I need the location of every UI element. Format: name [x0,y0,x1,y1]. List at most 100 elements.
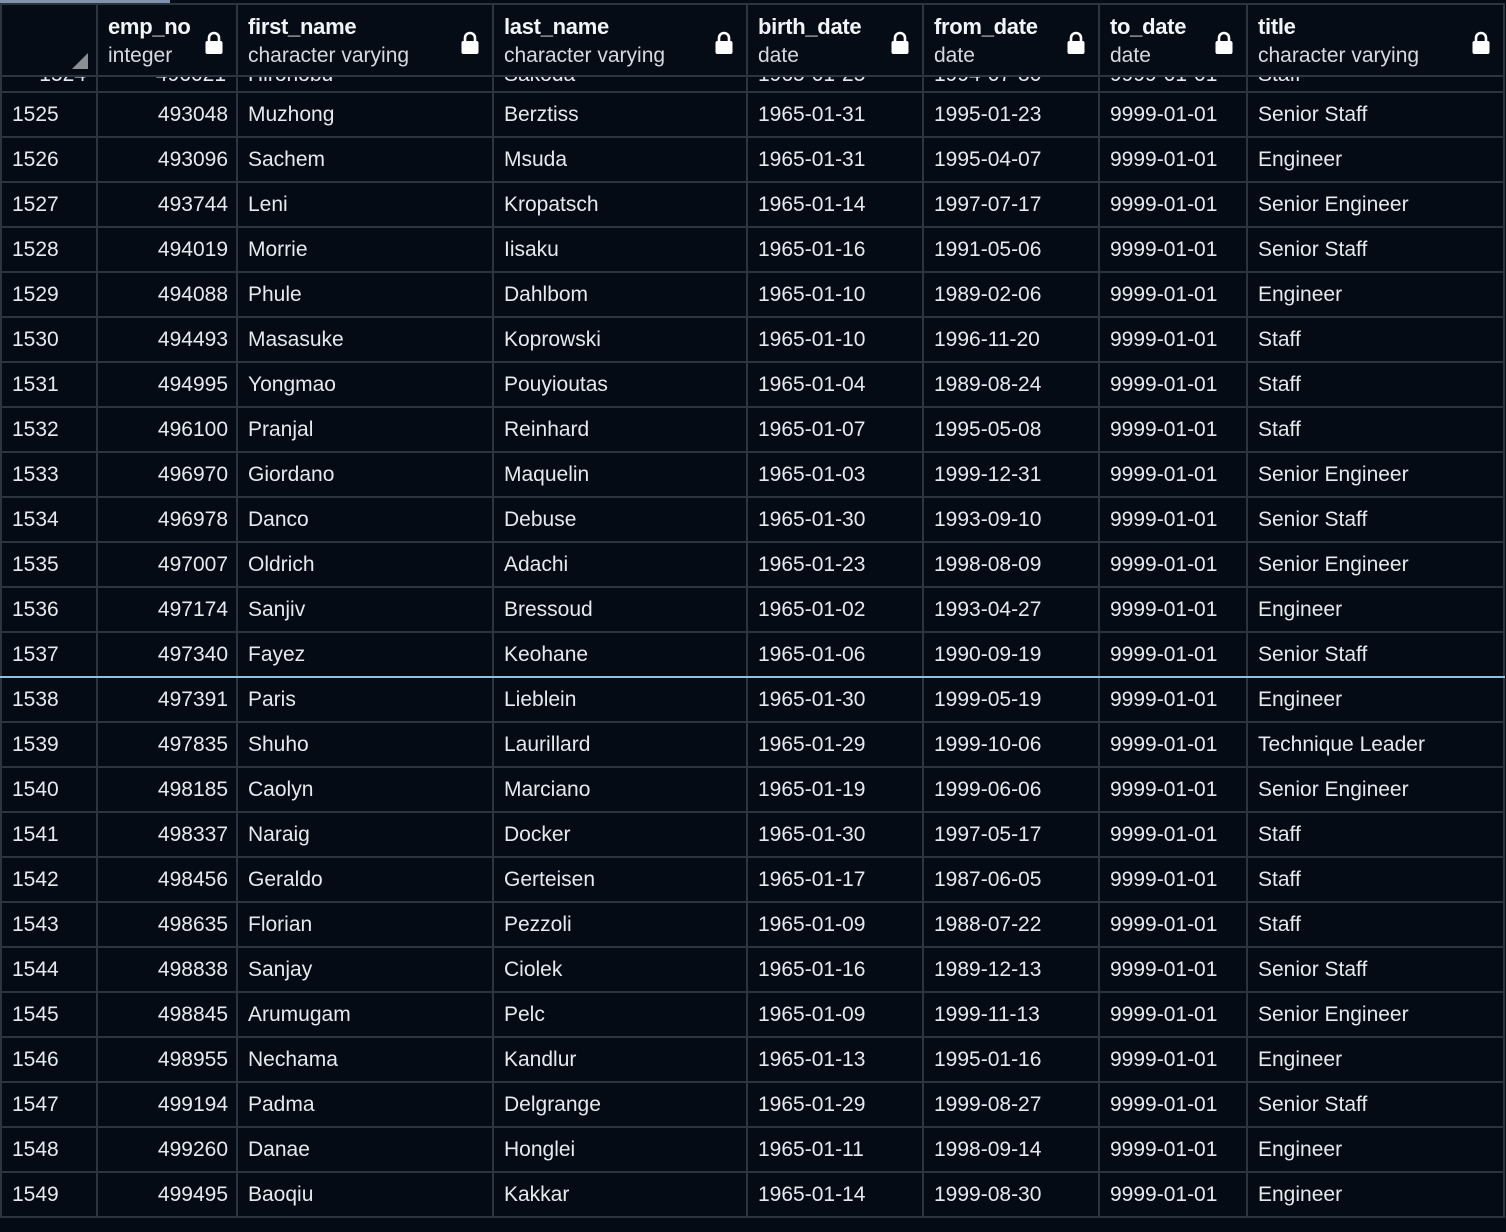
first-name-cell[interactable]: Sanjiv [236,586,494,633]
table-row[interactable]: 1536 497174 Sanjiv Bressoud 1965-01-02 1993-0… [0,586,1505,633]
row-number-cell[interactable]: 1530 [0,316,98,363]
row-number-cell[interactable]: 1527 [0,181,98,228]
title-cell[interactable]: Senior Staff [1246,91,1505,138]
title-cell[interactable]: Senior Staff [1246,496,1505,543]
last-name-cell[interactable]: Kandlur [492,1036,748,1083]
from-date-cell[interactable]: 1993-09-10 [922,496,1100,543]
first-name-cell[interactable]: Shuho [236,721,494,768]
title-cell[interactable]: Engineer [1246,586,1505,633]
emp-no-cell[interactable]: 493048 [96,91,238,138]
to-date-cell[interactable]: 9999-01-01 [1098,946,1248,993]
from-date-cell[interactable]: 1988-07-22 [922,901,1100,948]
column-header-from-date[interactable]: from_date date [922,3,1100,77]
to-date-cell[interactable]: 9999-01-01 [1098,1171,1248,1218]
first-name-cell[interactable]: Sanjay [236,946,494,993]
table-row[interactable]: 1544 498838 Sanjay Ciolek 1965-01-16 1989-12-… [0,946,1505,993]
column-header-birth-date[interactable]: birth_date date [746,3,924,77]
birth-date-cell[interactable]: 1965-01-17 [746,856,924,903]
to-date-cell[interactable]: 9999-01-01 [1098,226,1248,273]
to-date-cell[interactable]: 9999-01-01 [1098,541,1248,588]
to-date-cell[interactable]: 9999-01-01 [1098,901,1248,948]
row-number-cell[interactable]: 1545 [0,991,98,1038]
first-name-cell[interactable]: Nechama [236,1036,494,1083]
from-date-cell[interactable]: 1995-04-07 [922,136,1100,183]
emp-no-cell[interactable]: 494019 [96,226,238,273]
last-name-cell[interactable]: Reinhard [492,406,748,453]
last-name-cell[interactable]: Pezzoli [492,901,748,948]
to-date-cell[interactable]: 9999-01-01 [1098,1126,1248,1173]
last-name-cell[interactable]: Pelc [492,991,748,1038]
title-cell[interactable]: Senior Staff [1246,631,1505,678]
birth-date-cell[interactable]: 1965-01-09 [746,901,924,948]
first-name-cell[interactable]: Sachem [236,136,494,183]
birth-date-cell[interactable]: 1965-01-19 [746,766,924,813]
table-row[interactable]: 1542 498456 Geraldo Gerteisen 1965-01-17 1987… [0,856,1505,903]
first-name-cell[interactable]: Naraig [236,811,494,858]
to-date-cell[interactable]: 9999-01-01 [1098,496,1248,543]
table-row-selected[interactable]: 1537 497340 Fayez Keohane 1965-01-06 1990-09-… [0,631,1505,678]
table-row[interactable]: 1533 496970 Giordano Maquelin 1965-01-03 1999… [0,451,1505,498]
title-cell[interactable]: Technique Leader [1246,721,1505,768]
to-date-cell[interactable]: 9999-01-01 [1098,271,1248,318]
from-date-cell[interactable]: 1989-02-06 [922,271,1100,318]
from-date-cell[interactable]: 1991-05-06 [922,226,1100,273]
emp-no-cell[interactable]: 496100 [96,406,238,453]
row-number-cell[interactable]: 1537 [0,631,98,678]
data-cell[interactable]: 9999-01-01 [1098,75,1248,93]
birth-date-cell[interactable]: 1965-01-30 [746,496,924,543]
last-name-cell[interactable]: Dahlbom [492,271,748,318]
row-number-cell[interactable]: 1526 [0,136,98,183]
emp-no-cell[interactable]: 498845 [96,991,238,1038]
last-name-cell[interactable]: Debuse [492,496,748,543]
first-name-cell[interactable]: Danco [236,496,494,543]
birth-date-cell[interactable]: 1965-01-30 [746,676,924,723]
data-cell[interactable]: Hironobu [236,75,494,93]
to-date-cell[interactable]: 9999-01-01 [1098,721,1248,768]
birth-date-cell[interactable]: 1965-01-04 [746,361,924,408]
from-date-cell[interactable]: 1999-08-27 [922,1081,1100,1128]
row-number-cell[interactable]: 1546 [0,1036,98,1083]
table-row[interactable]: 1529 494088 Phule Dahlbom 1965-01-10 1989-02-… [0,271,1505,318]
to-date-cell[interactable]: 9999-01-01 [1098,766,1248,813]
emp-no-cell[interactable]: 496978 [96,496,238,543]
emp-no-cell[interactable]: 493096 [96,136,238,183]
first-name-cell[interactable]: Oldrich [236,541,494,588]
birth-date-cell[interactable]: 1965-01-29 [746,1081,924,1128]
first-name-cell[interactable]: Geraldo [236,856,494,903]
column-header-to-date[interactable]: to_date date [1098,3,1248,77]
clipped-row[interactable]: 1524 496021 Hironobu Sakoda 1965-01-25 1994-0… [0,75,1505,93]
from-date-cell[interactable]: 1993-04-27 [922,586,1100,633]
title-cell[interactable]: Engineer [1246,676,1505,723]
emp-no-cell[interactable]: 497174 [96,586,238,633]
emp-no-cell[interactable]: 499495 [96,1171,238,1218]
title-cell[interactable]: Senior Engineer [1246,181,1505,228]
row-number-cell[interactable]: 1539 [0,721,98,768]
to-date-cell[interactable]: 9999-01-01 [1098,406,1248,453]
emp-no-cell[interactable]: 497391 [96,676,238,723]
table-row[interactable]: 1547 499194 Padma Delgrange 1965-01-29 1999-0… [0,1081,1505,1128]
birth-date-cell[interactable]: 1965-01-03 [746,451,924,498]
title-cell[interactable]: Engineer [1246,1171,1505,1218]
title-cell[interactable]: Engineer [1246,136,1505,183]
from-date-cell[interactable]: 1990-09-19 [922,631,1100,678]
table-row[interactable]: 1532 496100 Pranjal Reinhard 1965-01-07 1995-… [0,406,1505,453]
from-date-cell[interactable]: 1997-05-17 [922,811,1100,858]
row-number-cell[interactable]: 1524 [0,75,98,93]
from-date-cell[interactable]: 1997-07-17 [922,181,1100,228]
row-number-cell[interactable]: 1547 [0,1081,98,1128]
emp-no-cell[interactable]: 497007 [96,541,238,588]
table-row[interactable]: 1526 493096 Sachem Msuda 1965-01-31 1995-04-0… [0,136,1505,183]
from-date-cell[interactable]: 1999-05-19 [922,676,1100,723]
last-name-cell[interactable]: Docker [492,811,748,858]
last-name-cell[interactable]: Pouyioutas [492,361,748,408]
birth-date-cell[interactable]: 1965-01-14 [746,181,924,228]
first-name-cell[interactable]: Masasuke [236,316,494,363]
last-name-cell[interactable]: Laurillard [492,721,748,768]
select-all-corner[interactable] [0,3,98,77]
title-cell[interactable]: Engineer [1246,271,1505,318]
birth-date-cell[interactable]: 1965-01-16 [746,226,924,273]
title-cell[interactable]: Senior Engineer [1246,451,1505,498]
title-cell[interactable]: Staff [1246,811,1505,858]
title-cell[interactable]: Staff [1246,406,1505,453]
emp-no-cell[interactable]: 498456 [96,856,238,903]
